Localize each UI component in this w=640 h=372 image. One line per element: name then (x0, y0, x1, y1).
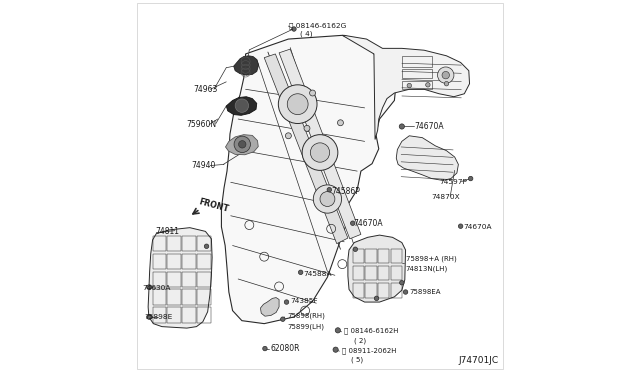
Circle shape (285, 133, 291, 139)
Circle shape (147, 285, 151, 289)
Text: 74670A: 74670A (353, 219, 383, 228)
Circle shape (351, 221, 355, 225)
Circle shape (407, 83, 412, 88)
Circle shape (204, 244, 209, 248)
Text: 74963: 74963 (193, 85, 218, 94)
Text: 75899(LH): 75899(LH) (287, 323, 324, 330)
Circle shape (320, 192, 335, 206)
Polygon shape (396, 136, 458, 180)
Circle shape (302, 135, 338, 170)
Circle shape (147, 315, 152, 319)
Circle shape (399, 280, 404, 285)
Text: 74385F: 74385F (291, 298, 318, 304)
Circle shape (147, 285, 152, 289)
Polygon shape (234, 56, 259, 75)
Text: 75898(RH): 75898(RH) (287, 313, 325, 320)
Circle shape (403, 290, 408, 294)
Text: 74597P: 74597P (439, 179, 467, 185)
Polygon shape (279, 49, 361, 239)
Text: ( 2): ( 2) (354, 337, 366, 344)
Text: Ⓑ 08146-6162G: Ⓑ 08146-6162G (289, 23, 347, 29)
Text: 62080R: 62080R (271, 344, 300, 353)
Text: ( 5): ( 5) (351, 356, 364, 363)
Polygon shape (148, 228, 212, 328)
Text: 75898E: 75898E (145, 314, 173, 320)
Polygon shape (225, 135, 259, 155)
Text: 74630A: 74630A (142, 285, 170, 291)
Text: 74811: 74811 (156, 227, 180, 236)
Text: 75898+A (RH): 75898+A (RH) (406, 255, 456, 262)
Circle shape (310, 143, 330, 162)
Text: 74870X: 74870X (431, 194, 460, 200)
Circle shape (234, 136, 250, 153)
Circle shape (438, 67, 454, 83)
Circle shape (235, 99, 248, 112)
Circle shape (442, 71, 449, 79)
Circle shape (239, 141, 246, 148)
Circle shape (284, 300, 289, 304)
Text: J74701JC: J74701JC (458, 356, 499, 365)
Text: 74670A: 74670A (463, 224, 492, 230)
Circle shape (374, 296, 379, 301)
Polygon shape (227, 97, 257, 115)
Text: ( 4): ( 4) (300, 30, 312, 37)
Circle shape (444, 81, 449, 86)
Circle shape (337, 120, 344, 126)
Text: 74588A: 74588A (303, 271, 332, 277)
Circle shape (335, 328, 340, 333)
Circle shape (147, 315, 151, 319)
Circle shape (262, 346, 267, 351)
Text: 74813N(LH): 74813N(LH) (406, 265, 448, 272)
Circle shape (304, 125, 310, 131)
Circle shape (278, 85, 317, 124)
Circle shape (333, 347, 338, 352)
Polygon shape (342, 35, 470, 140)
Circle shape (287, 94, 308, 115)
Circle shape (310, 90, 316, 96)
Text: 74670A: 74670A (415, 122, 444, 131)
Polygon shape (260, 298, 279, 316)
Circle shape (399, 124, 404, 129)
Text: FRONT: FRONT (197, 197, 229, 214)
Text: 74940: 74940 (191, 161, 216, 170)
Text: Ⓝ 08911-2062H: Ⓝ 08911-2062H (342, 347, 396, 354)
Polygon shape (264, 54, 348, 244)
Circle shape (426, 83, 430, 87)
Polygon shape (348, 235, 406, 302)
Text: 75898EA: 75898EA (410, 289, 441, 295)
Text: 75960N: 75960N (186, 120, 216, 129)
Polygon shape (221, 35, 396, 324)
Circle shape (292, 27, 296, 31)
Circle shape (327, 187, 332, 192)
Circle shape (314, 185, 342, 213)
Text: Ⓑ 08146-6162H: Ⓑ 08146-6162H (344, 328, 399, 334)
Circle shape (458, 224, 463, 228)
Circle shape (468, 176, 473, 181)
Text: 74586P: 74586P (331, 187, 360, 196)
Circle shape (298, 270, 303, 275)
Circle shape (280, 317, 285, 321)
Circle shape (353, 247, 358, 251)
